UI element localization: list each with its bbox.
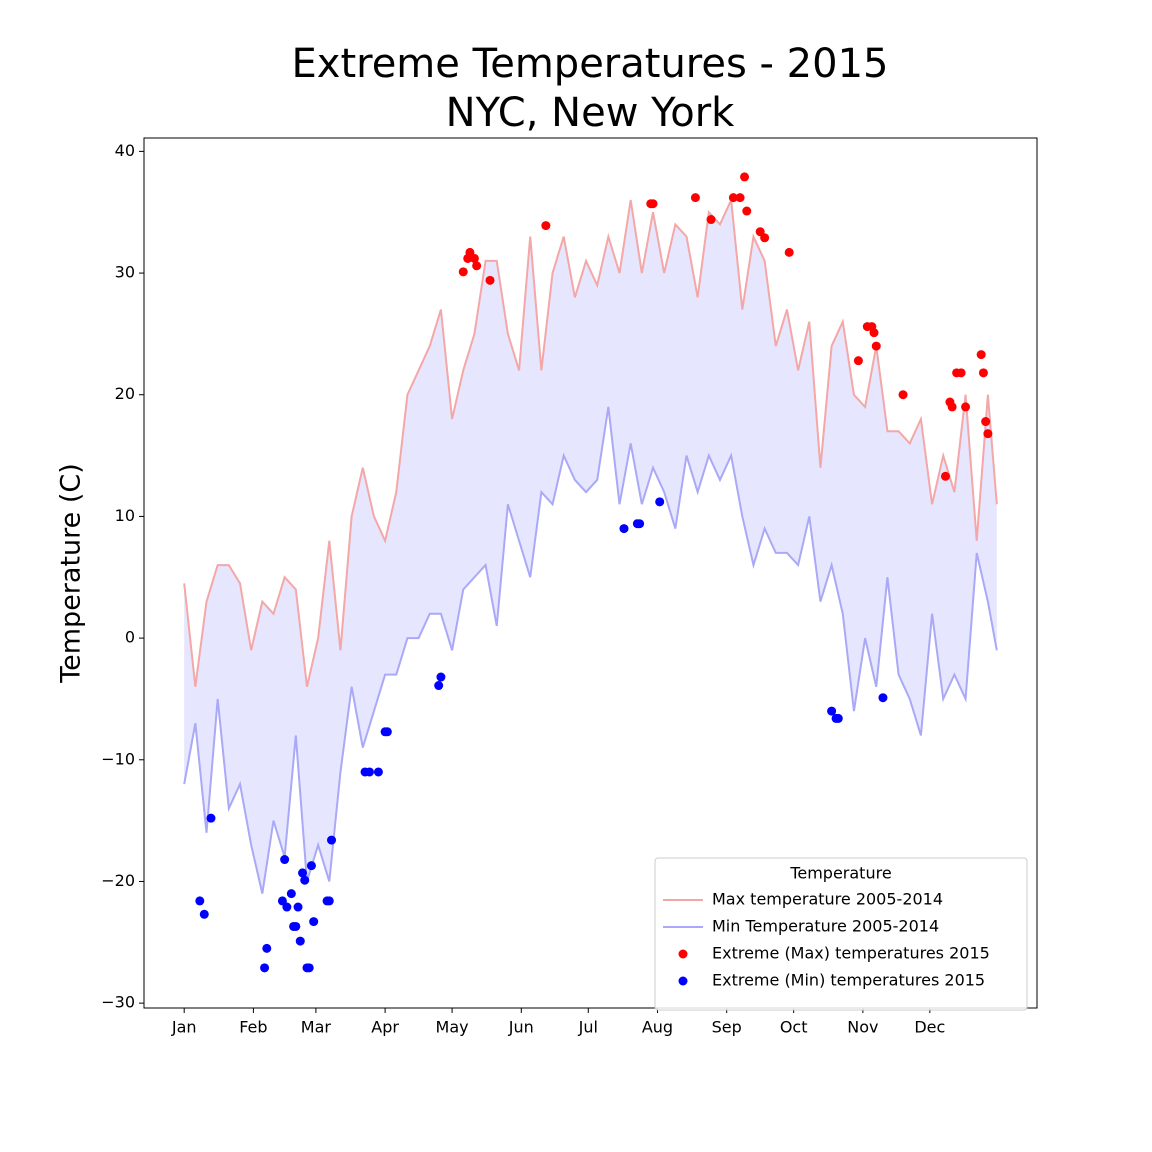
y-tick-label: 10 <box>115 506 135 525</box>
point <box>364 767 374 777</box>
x-tick-label: Apr <box>371 1018 399 1037</box>
point <box>735 193 745 203</box>
y-tick-label: 0 <box>125 628 135 647</box>
point <box>472 261 482 271</box>
legend: Temperature Max temperature 2005-2014 Min … <box>654 857 1028 1011</box>
y-tick-label: −10 <box>101 749 135 768</box>
point <box>947 402 957 412</box>
x-tick-label: Sep <box>712 1018 742 1037</box>
point <box>833 713 843 723</box>
point <box>286 889 296 899</box>
x-tick-label: Nov <box>847 1018 878 1037</box>
point <box>961 402 971 412</box>
point <box>382 727 392 737</box>
fill-area <box>184 200 997 894</box>
point <box>983 429 993 439</box>
x-tick-label: Jun <box>508 1018 534 1037</box>
x-tick-label: Feb <box>239 1018 267 1037</box>
line <box>183 406 998 894</box>
point <box>309 917 319 927</box>
point <box>978 368 988 378</box>
legend-swatch <box>678 976 688 986</box>
point <box>956 368 966 378</box>
point <box>742 206 752 216</box>
point <box>282 902 292 912</box>
legend-swatch <box>678 949 688 959</box>
x-tick-label: Oct <box>780 1018 808 1037</box>
y-tick-label: −30 <box>101 993 135 1012</box>
point <box>541 221 551 231</box>
legend-title: Temperature <box>789 864 891 883</box>
point <box>635 519 645 529</box>
point <box>655 497 665 507</box>
point <box>871 341 881 351</box>
point <box>306 861 316 871</box>
chart-title: NYC, New York <box>446 90 736 136</box>
chart-title: Extreme Temperatures - 2015 <box>292 41 889 87</box>
point <box>324 896 334 906</box>
point <box>648 199 658 209</box>
point <box>436 672 446 682</box>
point <box>869 328 879 338</box>
point <box>206 813 216 823</box>
point <box>981 417 991 427</box>
point <box>760 233 770 243</box>
point <box>280 855 290 865</box>
point <box>373 767 383 777</box>
legend-label: Max temperature 2005-2014 <box>712 890 943 909</box>
point <box>940 471 950 481</box>
y-tick-label: 40 <box>115 141 135 160</box>
y-tick-label: 30 <box>115 263 135 282</box>
x-tick-label: Aug <box>642 1018 673 1037</box>
point <box>728 193 738 203</box>
point <box>260 963 270 973</box>
point <box>295 936 305 946</box>
point <box>853 356 863 366</box>
point <box>262 943 272 953</box>
point <box>784 247 794 257</box>
point <box>690 193 700 203</box>
point <box>827 706 837 716</box>
point <box>469 253 479 263</box>
legend-box <box>654 857 1028 1011</box>
x-tick-label: Jul <box>578 1018 598 1037</box>
point <box>619 524 629 534</box>
point <box>976 350 986 360</box>
point <box>300 875 310 885</box>
plot-frame <box>143 137 1038 1009</box>
legend-label: Extreme (Min) temperatures 2015 <box>712 971 985 990</box>
y-tick-label: −20 <box>101 871 135 890</box>
point <box>304 963 314 973</box>
point <box>458 267 468 277</box>
point <box>199 909 209 919</box>
x-tick-label: Jan <box>171 1018 197 1037</box>
point <box>195 896 205 906</box>
y-axis-label: Temperature (C) <box>56 463 87 684</box>
legend-label: Min Temperature 2005-2014 <box>712 917 939 936</box>
point <box>434 681 444 691</box>
point <box>485 275 495 285</box>
point <box>740 172 750 182</box>
x-tick-label: May <box>436 1018 469 1037</box>
point <box>706 215 716 225</box>
point <box>298 868 308 878</box>
x-tick-label: Dec <box>914 1018 945 1037</box>
x-tick-label: Mar <box>301 1018 332 1037</box>
line <box>183 196 998 687</box>
point <box>878 693 888 703</box>
y-tick-label: 20 <box>115 384 135 403</box>
point <box>327 835 337 845</box>
point <box>898 390 908 400</box>
legend-label: Extreme (Max) temperatures 2015 <box>712 944 990 963</box>
point <box>293 902 303 912</box>
point <box>291 921 301 931</box>
